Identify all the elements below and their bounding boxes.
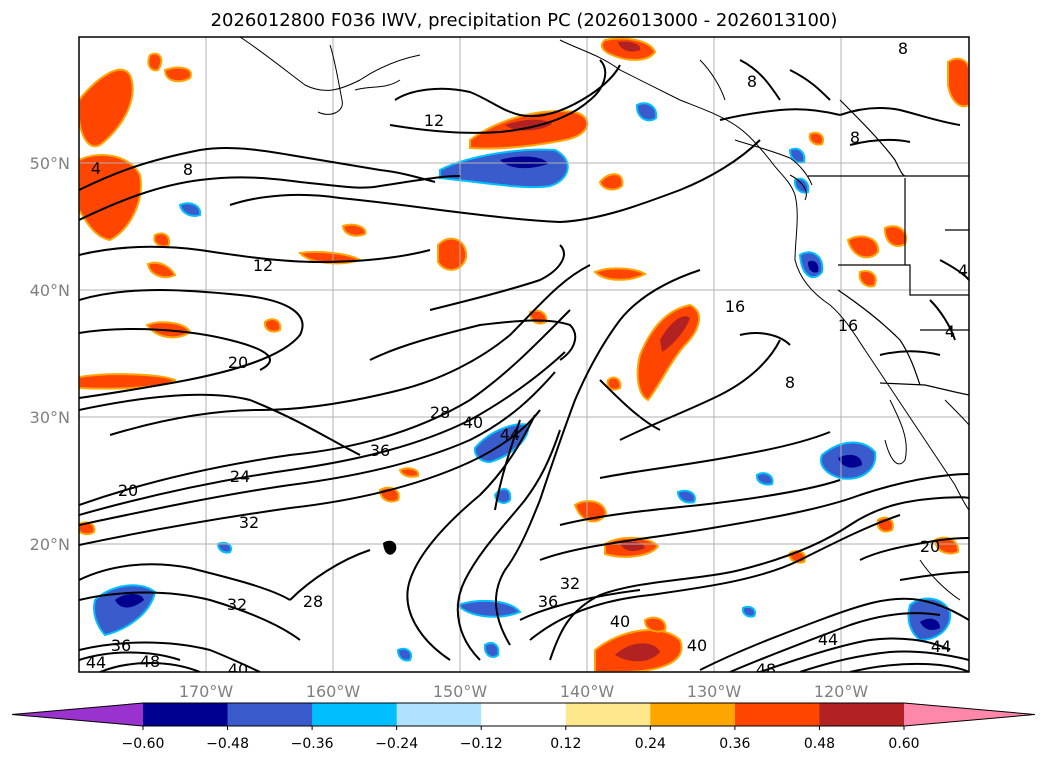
contour-label: 4 <box>91 159 101 178</box>
contour-label: 40 <box>687 636 707 655</box>
map-content: 12 8 4 8 8 12 16 16 8 4 4 20 28 40 44 36… <box>79 37 969 679</box>
contour-label: 24 <box>230 467 250 486</box>
contour-label: 20 <box>118 481 138 500</box>
colorbar-segment <box>734 703 820 726</box>
colorbar-tick-label: 0.60 <box>888 736 919 752</box>
colorbar-segment <box>143 703 229 726</box>
colorbar-segment <box>565 703 651 726</box>
contour-label: 44 <box>86 653 106 672</box>
contour-label: 4 <box>945 322 955 341</box>
contour-label: 32 <box>560 574 580 593</box>
contour-label: 20 <box>920 537 940 556</box>
contour-label: 44 <box>500 425 520 444</box>
colorbar-extension-min <box>12 703 143 726</box>
colorbar-tick-label: −0.36 <box>291 736 334 752</box>
colorbar-tick-label: 0.24 <box>635 736 666 752</box>
colorbar-tick-label: 0.48 <box>804 736 835 752</box>
contour-label: 48 <box>140 652 160 671</box>
contour-label: 48 <box>756 660 776 679</box>
lon-label-160w: 160°W <box>306 682 361 701</box>
lon-label-130w: 130°W <box>687 682 742 701</box>
colorbar-tick-label: −0.24 <box>375 736 418 752</box>
political-borders <box>808 99 969 396</box>
contour-label: 44 <box>818 630 838 649</box>
lon-label-150w: 150°W <box>433 682 488 701</box>
lon-label-140w: 140°W <box>560 682 615 701</box>
map-panel: 12 8 4 8 8 12 16 16 8 4 4 20 28 40 44 36… <box>78 36 970 679</box>
contour-label: 8 <box>747 72 757 91</box>
map-frame <box>78 36 970 673</box>
lon-label-170w: 170°W <box>179 682 234 701</box>
longitude-labels: 170°W 160°W 150°W 140°W 130°W 120°W <box>179 682 869 701</box>
colorbar-segment <box>819 703 905 726</box>
contour-label: 36 <box>538 592 558 611</box>
colorbar-tick-label: −0.48 <box>206 736 249 752</box>
contour-label: 4 <box>958 261 968 280</box>
hawaii-island <box>383 540 397 555</box>
contour-label: 12 <box>253 256 273 275</box>
precip-positive-shading <box>79 37 969 672</box>
contour-labels: 12 8 4 8 8 12 16 16 8 4 4 20 28 40 44 36… <box>86 39 968 679</box>
contour-label: 44 <box>931 637 951 656</box>
contour-label: 40 <box>463 413 483 432</box>
colorbar-tick-label: −0.60 <box>122 736 165 752</box>
contour-label: 28 <box>430 403 450 422</box>
colorbar-tick-label: −0.12 <box>460 736 503 752</box>
latitude-labels: 50°N 40°N 30°N 20°N <box>30 154 70 554</box>
lat-label-30n: 30°N <box>30 408 70 427</box>
colorbar-extension-max <box>904 703 1035 726</box>
iwv-contours <box>79 59 969 672</box>
colorbar-segment <box>227 703 313 726</box>
lon-label-120w: 120°W <box>814 682 869 701</box>
figure-title: 2026012800 F036 IWV, precipitation PC (2… <box>211 10 838 31</box>
lat-label-50n: 50°N <box>30 154 70 173</box>
gridlines <box>79 37 969 672</box>
contour-label: 16 <box>725 297 745 316</box>
contour-label: 8 <box>785 373 795 392</box>
lat-label-20n: 20°N <box>30 535 70 554</box>
colorbar: −0.60 −0.48 −0.36 −0.24 −0.12 0.12 0.24 0.36 0.4… <box>11 702 1036 752</box>
colorbar-tick-label: 0.12 <box>550 736 581 752</box>
contour-label: 36 <box>370 441 390 460</box>
lat-label-40n: 40°N <box>30 281 70 300</box>
contour-label: 12 <box>424 111 444 130</box>
contour-label: 8 <box>850 128 860 147</box>
contour-label: 8 <box>183 160 193 179</box>
contour-label: 8 <box>898 39 908 58</box>
contour-label: 40 <box>228 660 248 679</box>
contour-label: 16 <box>838 316 858 335</box>
colorbar-tick-label: 0.36 <box>719 736 750 752</box>
contour-label: 32 <box>239 513 259 532</box>
colorbar-segment <box>650 703 736 726</box>
colorbar-segment <box>312 703 398 726</box>
colorbar-segment <box>481 703 567 726</box>
contour-label: 20 <box>228 353 248 372</box>
colorbar-segment <box>396 703 482 726</box>
contour-label: 32 <box>227 595 247 614</box>
coastlines <box>239 37 969 601</box>
precip-negative-shading <box>93 102 952 662</box>
contour-label: 36 <box>111 636 131 655</box>
contour-label: 28 <box>303 592 323 611</box>
contour-label: 40 <box>610 612 630 631</box>
